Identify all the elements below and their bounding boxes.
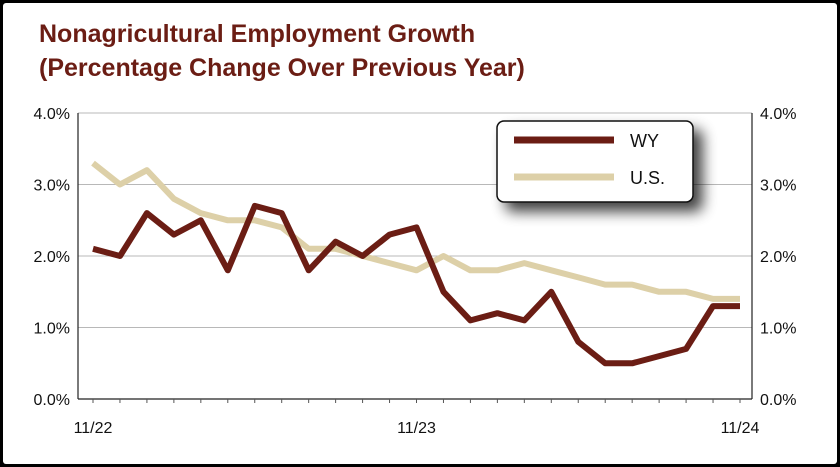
series-lines (91, 160, 740, 367)
y-tick-label-left: 3.0% (34, 178, 70, 195)
y-tick-label-right: 3.0% (760, 178, 796, 195)
legend-label-wy: WY (630, 131, 659, 151)
y-tick-label-left: 2.0% (34, 249, 70, 266)
y-tick-label-left: 4.0% (34, 106, 70, 123)
axes (77, 113, 753, 403)
chart-title-line-2: (Percentage Change Over Previous Year) (39, 54, 525, 82)
x-tick-label: 11/24 (721, 420, 760, 437)
y-tick-label-left: 0.0% (34, 392, 70, 409)
x-tick-label: 11/22 (74, 420, 113, 437)
y-tick-label-right: 1.0% (760, 321, 796, 338)
y-axis-left-ticks: 0.0% 1.0% 2.0% 3.0% 4.0% (34, 106, 70, 409)
y-tick-label-right: 0.0% (760, 392, 796, 409)
chart-title-line-1: Nonagricultural Employment Growth (39, 20, 476, 48)
y-tick-label-right: 4.0% (760, 106, 796, 123)
series-line-wy (92, 202, 740, 367)
y-tick-label-right: 2.0% (760, 249, 796, 266)
y-axis-right-ticks: 0.0% 1.0% 2.0% 3.0% 4.0% (760, 106, 796, 409)
legend-box (496, 120, 694, 203)
x-axis-ticks: 11/22 11/23 11/24 (74, 420, 760, 437)
legend-label-u-s: U.S. (630, 168, 665, 188)
x-tick-label: 11/23 (397, 420, 436, 437)
series-line-u-s (91, 160, 740, 302)
y-tick-label-left: 1.0% (34, 321, 70, 338)
chart-title: Nonagricultural Employment Growth (Perce… (39, 17, 525, 85)
legend: WY U.S. (496, 120, 694, 203)
